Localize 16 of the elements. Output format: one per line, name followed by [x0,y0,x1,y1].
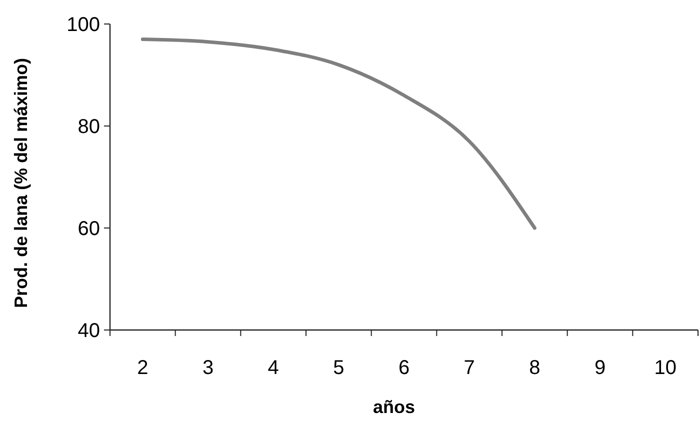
x-tick-label: 3 [202,357,214,379]
x-tick-label: 6 [398,357,410,379]
x-axis-title: años [372,397,416,417]
x-tick-label: 5 [333,357,344,379]
y-tick-label: 60 [78,218,100,240]
line-series [140,38,536,230]
y-tick-label: 80 [78,116,100,138]
x-tick-label: 7 [464,357,475,379]
y-axis-title: Prod. de lana (% del máximo) [11,58,31,308]
x-tick-label: 4 [268,357,279,379]
x-tick-label: 2 [137,357,148,379]
y-tick-label: 100 [66,14,100,36]
x-tick-label: 9 [594,357,606,379]
x-tick-label: 10 [654,357,676,379]
x-tick-label: 8 [529,357,540,379]
y-tick-label: 40 [78,320,100,342]
